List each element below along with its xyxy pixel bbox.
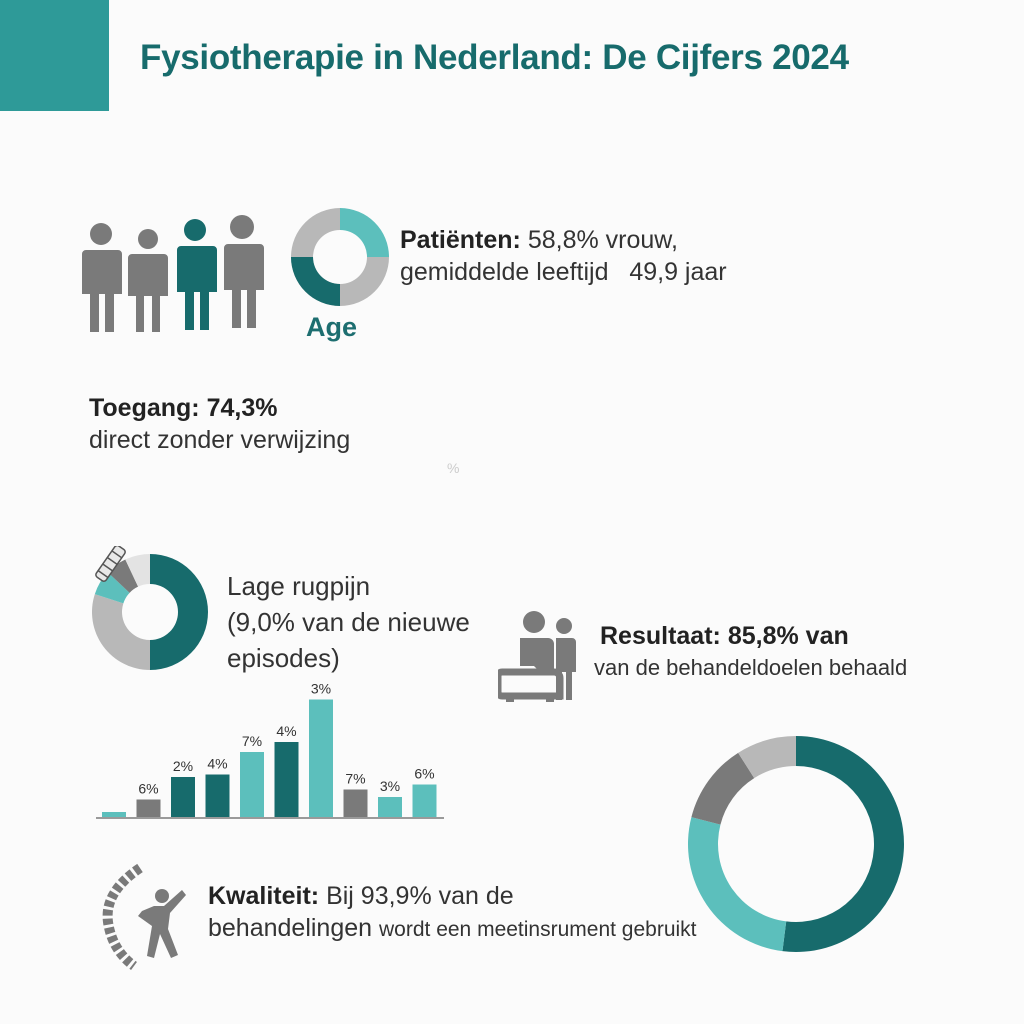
kwaliteit-text1: Bij 93,9% van de: [326, 882, 514, 910]
donut-segment: [91, 594, 150, 670]
bar-chart: 6% 2% 4% 7% 4% 3% 7% 3% 6%: [96, 681, 444, 819]
therapist-patient-icon: [498, 611, 576, 702]
bar-data-label: 3%: [380, 778, 400, 794]
rugpijn-donut-chart: [91, 546, 208, 670]
rugpijn-line1: Lage rugpijn: [227, 571, 371, 601]
corner-accent-block: [0, 0, 109, 111]
rugpijn-line3: episodes): [227, 643, 340, 673]
donut-segment: [340, 208, 389, 257]
donut-segment: [688, 817, 787, 952]
donut-segment: [738, 736, 796, 779]
resultaat-donut-chart: [688, 736, 904, 952]
patients-stat: Patiënten: 58,8% vrouw, gemiddelde leeft…: [400, 224, 727, 288]
bar: [102, 812, 126, 817]
donut-segment: [782, 736, 904, 952]
bar: [205, 774, 230, 817]
patients-label: Patiënten:: [400, 226, 521, 254]
bar: [343, 789, 368, 817]
rugpijn-line2: (9,0% van de nieuwe: [227, 607, 470, 637]
toegang-label: Toegang:: [89, 394, 200, 422]
patients-age-value: 49,9 jaar: [629, 258, 727, 286]
bar: [412, 784, 437, 817]
toegang-stat: Toegang: 74,3% direct zonder verwijzing: [89, 392, 350, 456]
rugpijn-stat: Lage rugpijn (9,0% van de nieuwe episode…: [227, 568, 470, 676]
bar: [136, 799, 161, 817]
stray-percent-mark: %: [447, 460, 460, 476]
bar-data-label: 4%: [276, 723, 296, 739]
bar-data-label: 7%: [242, 733, 262, 749]
spine-exercise-icon: [102, 863, 186, 971]
donut-segment: [691, 752, 755, 825]
bar: [240, 752, 264, 817]
bar-data-label: 4%: [207, 756, 227, 772]
age-label: Age: [306, 312, 358, 342]
donut-segment: [125, 554, 150, 587]
bar: [171, 777, 195, 817]
kwaliteit-text2: behandelingen: [208, 914, 373, 942]
resultaat-label: Resultaat:: [600, 622, 721, 650]
kwaliteit-text3: wordt een meetinsrument gebruikt: [379, 918, 697, 941]
bar-data-label: 2%: [173, 758, 193, 774]
bar-chart-bars: 6% 2% 4% 7% 4% 3% 7% 3% 6%: [102, 681, 437, 817]
age-donut-chart: [291, 208, 389, 306]
toegang-text: direct zonder verwijzing: [89, 426, 351, 454]
page-title: Fysiotherapie in Nederland: De Cijfers 2…: [140, 38, 849, 77]
resultaat-text: van de behandeldoelen behaald: [594, 655, 908, 680]
kwaliteit-stat: Kwaliteit: Bij 93,9% van de behandelinge…: [208, 880, 697, 946]
bar-data-label: 3%: [311, 681, 331, 697]
resultaat-value: 85,8% van: [727, 622, 849, 650]
person-icon: [128, 229, 168, 332]
resultaat-donut-segments: [688, 736, 904, 952]
bar: [309, 699, 333, 817]
patients-age-label: gemiddelde leeftijd: [400, 258, 609, 286]
bar-data-label: 6%: [414, 766, 434, 782]
people-icon-group: [82, 215, 264, 332]
donut-segment: [150, 554, 208, 670]
person-icon: [82, 223, 122, 332]
bar: [378, 797, 402, 817]
bar-data-label: 7%: [345, 771, 365, 787]
donut-segment: [291, 257, 340, 306]
bar: [274, 742, 299, 817]
patients-female-share: 58,8% vrouw,: [527, 226, 678, 254]
resultaat-stat: Resultaat: 85,8% van van de behandeldoel…: [594, 620, 907, 684]
age-donut-segments: [291, 208, 389, 306]
person-icon-highlight: [177, 219, 217, 330]
toegang-value: 74,3%: [206, 394, 278, 422]
bar-data-label: 6%: [138, 781, 158, 797]
person-icon: [224, 215, 264, 328]
spine-icon: [95, 546, 126, 582]
kwaliteit-label: Kwaliteit:: [208, 882, 320, 910]
